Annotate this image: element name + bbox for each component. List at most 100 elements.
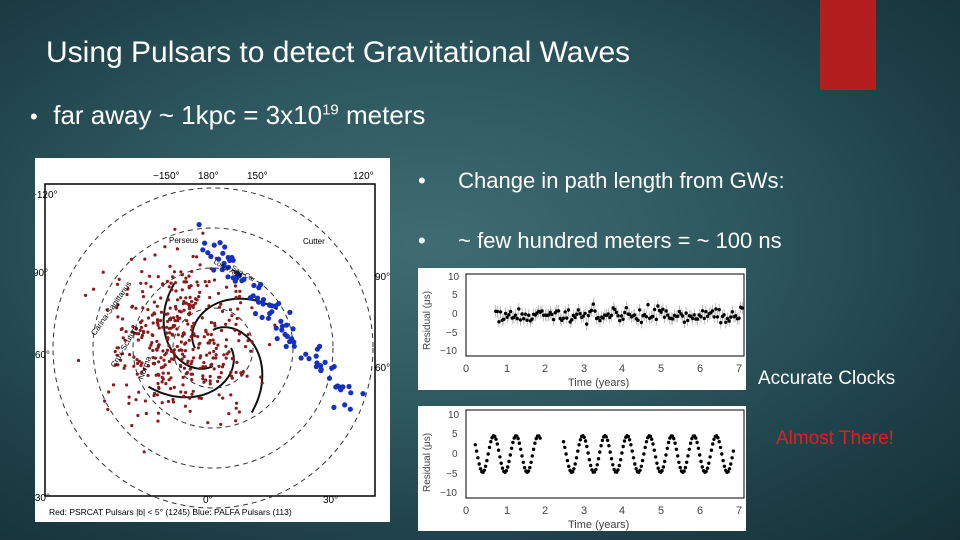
- p1-xtick: 1: [504, 363, 510, 375]
- blue-pulsar: [200, 247, 206, 253]
- red-pulsar: [132, 364, 136, 368]
- red-pulsar: [198, 263, 202, 267]
- red-pulsar: [182, 308, 186, 312]
- galaxy-map-svg: −150° 180° 150° 120° −120° 90° −60° −30°…: [29, 171, 390, 517]
- red-pulsar: [166, 371, 170, 375]
- blue-pulsar: [241, 276, 247, 282]
- red-pulsar: [181, 375, 185, 379]
- red-pulsar: [267, 343, 272, 347]
- red-pulsar: [195, 255, 199, 259]
- red-pulsar: [221, 362, 225, 366]
- red-pulsar: [191, 389, 195, 393]
- residual-point: [604, 435, 608, 439]
- residual-point: [691, 316, 695, 321]
- residual-point: [708, 455, 712, 459]
- blue-pulsar: [347, 406, 353, 412]
- red-pulsar: [217, 393, 221, 397]
- residual-point: [487, 445, 492, 450]
- residual-point: [526, 469, 531, 473]
- residual-point: [520, 312, 524, 316]
- red-pulsar: [146, 373, 150, 378]
- red-pulsar: [230, 314, 234, 318]
- red-pulsar: [235, 316, 239, 321]
- red-pulsar: [127, 395, 131, 399]
- red-pulsar: [156, 275, 160, 279]
- residual-point: [642, 452, 646, 456]
- red-pulsar: [139, 325, 143, 330]
- red-pulsar: [121, 317, 125, 321]
- residual-point: [550, 312, 554, 317]
- red-pulsar: [230, 357, 234, 361]
- red-pulsar: [202, 335, 206, 339]
- blue-pulsar: [338, 387, 344, 393]
- red-pulsar: [201, 377, 205, 381]
- residual-point: [495, 309, 499, 314]
- residual-point: [620, 451, 624, 455]
- blue-pulsar: [202, 240, 208, 246]
- red-pulsar: [175, 247, 179, 251]
- red-pulsar: [156, 323, 160, 327]
- residual-point: [477, 462, 481, 466]
- residual-point: [616, 468, 620, 472]
- red-pulsar: [224, 322, 228, 326]
- red-pulsar: [155, 321, 160, 325]
- residual-point: [528, 465, 532, 470]
- red-pulsar: [177, 309, 181, 313]
- red-pulsar: [119, 327, 123, 332]
- residual-point: [485, 458, 489, 463]
- note-accurate-clocks: Accurate Clocks: [758, 368, 896, 389]
- red-pulsar: [172, 270, 176, 274]
- amount-text: ~ few hundred meters = ~ 100 ns: [458, 228, 782, 253]
- residual-point: [651, 442, 655, 446]
- red-pulsar: [120, 352, 125, 356]
- red-pulsar: [237, 339, 241, 343]
- residual-point: [612, 467, 616, 472]
- bullet-dot-icon: •: [418, 228, 426, 253]
- residual-point: [619, 314, 624, 318]
- red-pulsar: [172, 357, 176, 361]
- residual-point: [666, 313, 670, 317]
- residual-point: [523, 312, 528, 316]
- residual-point: [592, 470, 597, 474]
- red-pulsar: [216, 343, 220, 347]
- residual-point: [639, 464, 643, 468]
- red-pulsar: [129, 257, 133, 261]
- residual-point: [671, 317, 675, 321]
- residual-point: [508, 453, 512, 457]
- residual-point: [644, 315, 648, 319]
- red-pulsar: [165, 279, 169, 283]
- residual-point: [513, 313, 518, 317]
- blue-pulsar: [265, 315, 272, 321]
- red-pulsar: [180, 288, 184, 292]
- red-pulsar: [209, 320, 213, 325]
- residual-point: [564, 452, 568, 456]
- residual-point: [687, 447, 691, 451]
- residual-point: [509, 446, 514, 450]
- red-pulsar: [259, 375, 263, 379]
- red-pulsar: [237, 410, 241, 414]
- blue-pulsar: [322, 359, 328, 365]
- red-pulsar: [199, 396, 203, 400]
- residual-point: [702, 316, 706, 321]
- residual-point: [688, 441, 693, 445]
- residual-point: [483, 464, 488, 468]
- red-pulsar: [203, 365, 208, 369]
- red-pulsar: [201, 374, 205, 378]
- red-pulsar: [250, 306, 254, 310]
- red-pulsar: [171, 400, 175, 404]
- red-pulsar: [181, 383, 185, 387]
- residual-point: [502, 317, 506, 321]
- residual-point: [581, 314, 586, 318]
- red-pulsar: [189, 372, 193, 376]
- p2-ytick: 0: [452, 449, 458, 460]
- p1-ytick: 0: [452, 309, 458, 320]
- residual-point: [583, 311, 587, 316]
- residual-point: [621, 317, 625, 321]
- red-pulsar: [146, 316, 151, 320]
- residual-point: [633, 462, 637, 466]
- residual-point: [585, 322, 589, 326]
- residual-point: [576, 449, 580, 453]
- blue-pulsar: [283, 322, 290, 328]
- residual-point: [655, 461, 659, 465]
- red-pulsar: [168, 306, 172, 310]
